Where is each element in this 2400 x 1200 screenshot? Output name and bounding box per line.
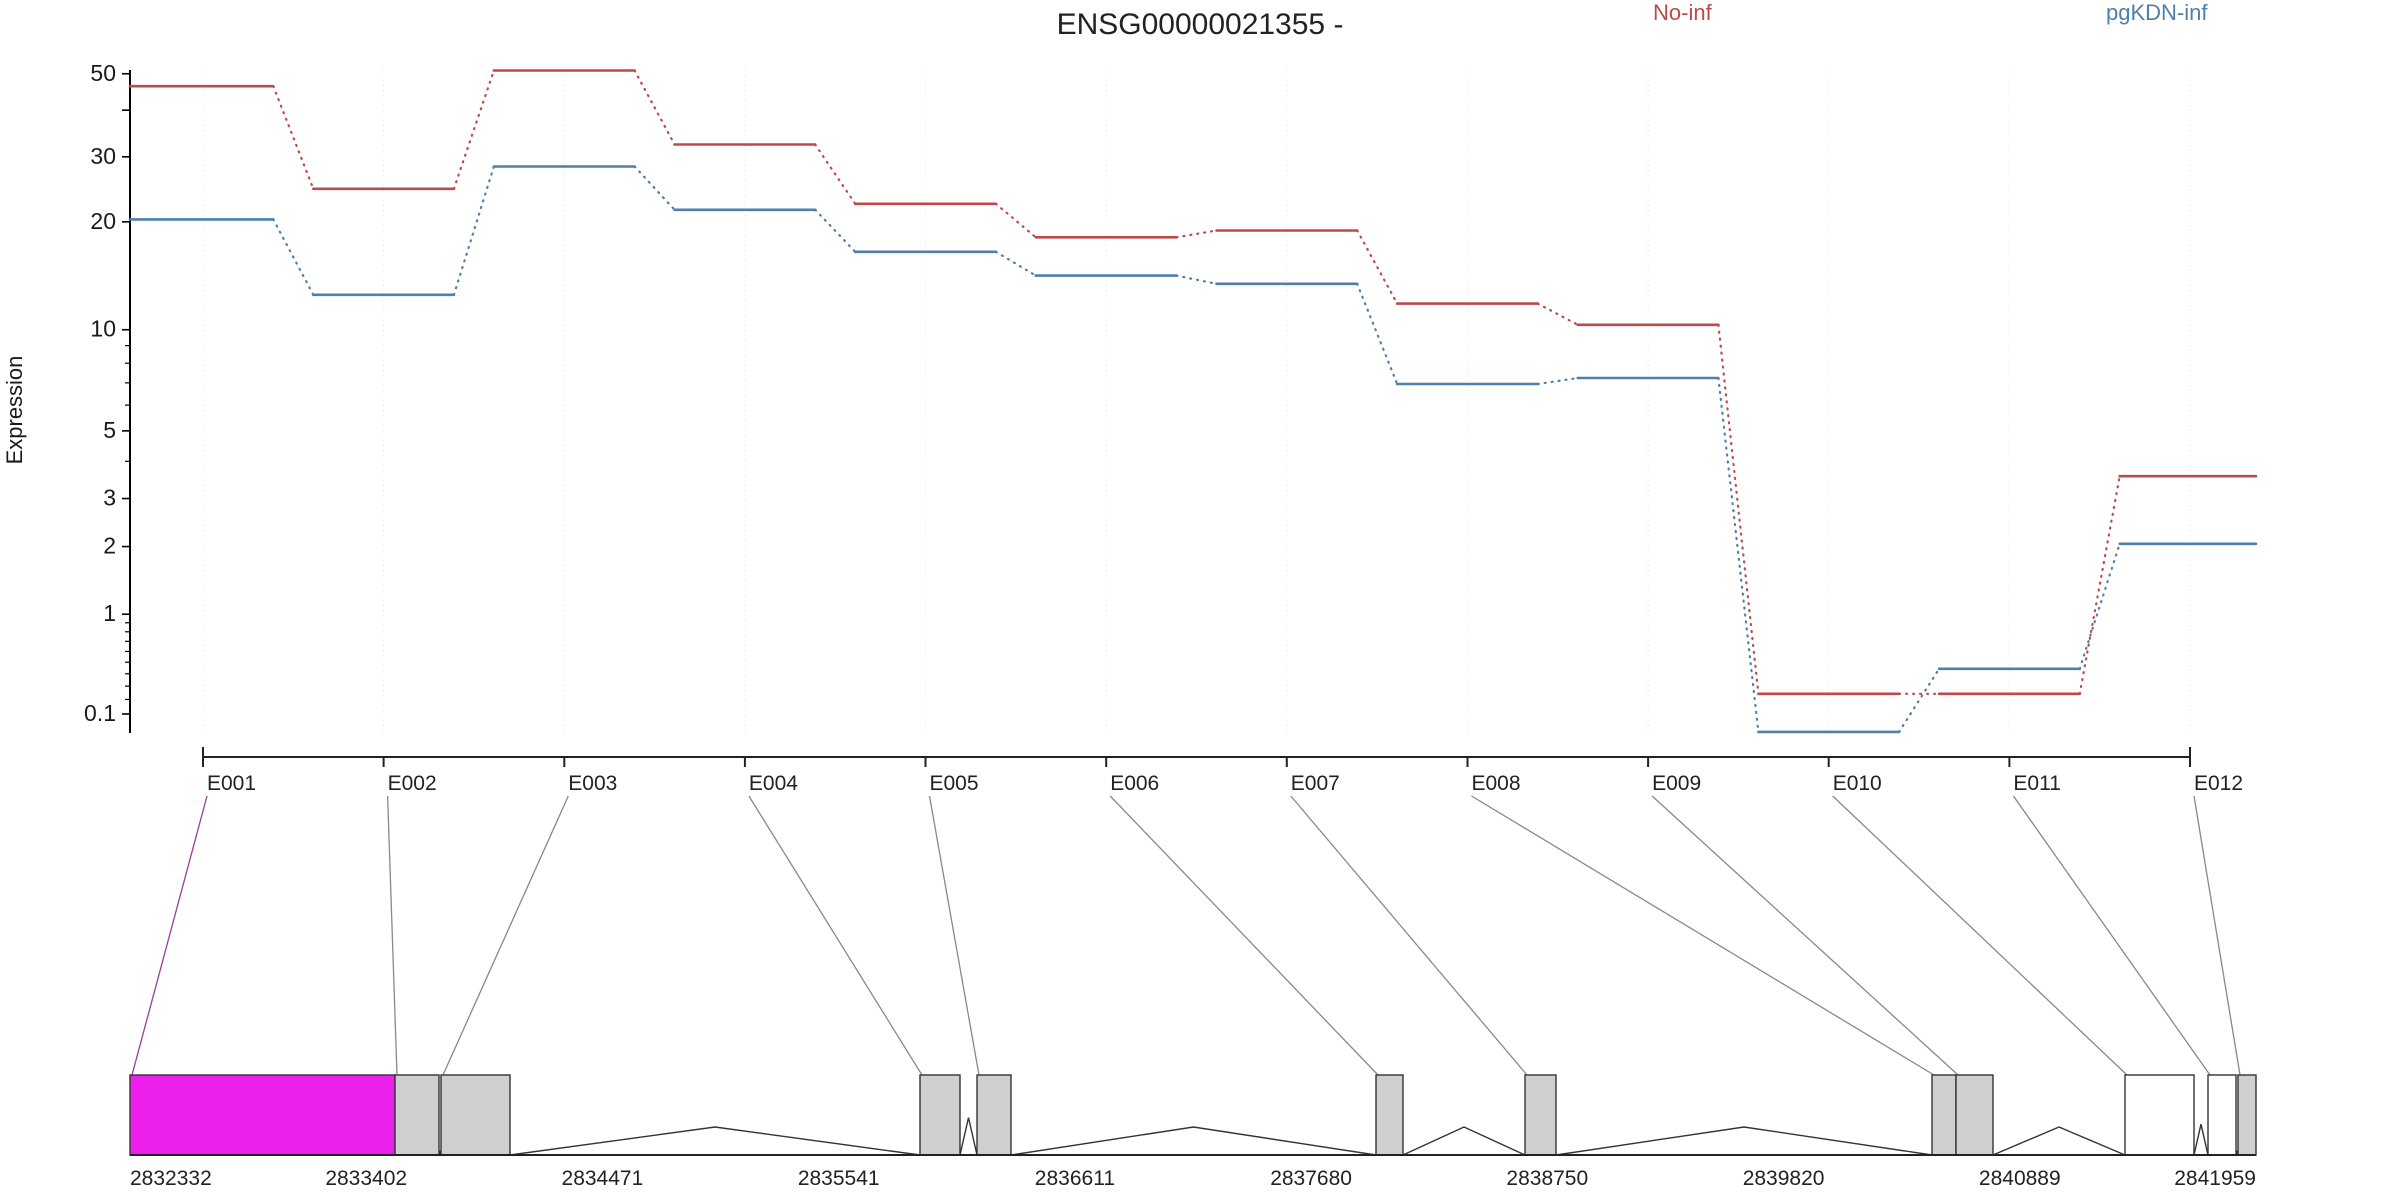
- svg-text:30: 30: [90, 143, 116, 169]
- svg-text:2833402: 2833402: [325, 1167, 407, 1190]
- svg-text:2840889: 2840889: [1979, 1167, 2061, 1190]
- svg-text:E002: E002: [388, 772, 437, 795]
- svg-text:E003: E003: [568, 772, 617, 795]
- svg-text:E008: E008: [1472, 772, 1521, 795]
- svg-text:No-inf: No-inf: [1653, 0, 1713, 25]
- svg-text:E005: E005: [930, 772, 979, 795]
- svg-text:E011: E011: [2013, 772, 2060, 795]
- svg-text:50: 50: [90, 60, 116, 86]
- svg-text:2839820: 2839820: [1743, 1167, 1825, 1190]
- svg-text:2: 2: [103, 533, 116, 559]
- svg-text:pgKDN-inf: pgKDN-inf: [2106, 0, 2208, 25]
- svg-text:E012: E012: [2194, 772, 2243, 795]
- svg-text:E001: E001: [207, 772, 256, 795]
- svg-text:2834471: 2834471: [562, 1167, 644, 1190]
- svg-text:0.1: 0.1: [84, 700, 116, 726]
- svg-text:20: 20: [90, 208, 116, 234]
- svg-text:E009: E009: [1652, 772, 1701, 795]
- svg-text:1: 1: [103, 600, 116, 626]
- svg-text:E004: E004: [749, 772, 798, 795]
- svg-text:3: 3: [103, 485, 116, 511]
- svg-text:5: 5: [103, 417, 116, 443]
- svg-text:E007: E007: [1291, 772, 1340, 795]
- svg-text:2841959: 2841959: [2174, 1167, 2256, 1190]
- svg-text:2837680: 2837680: [1270, 1167, 1352, 1190]
- svg-text:E006: E006: [1110, 772, 1159, 795]
- svg-text:2835541: 2835541: [798, 1167, 880, 1190]
- svg-text:10: 10: [90, 316, 116, 342]
- svg-text:2838750: 2838750: [1506, 1167, 1588, 1190]
- svg-text:Expression: Expression: [2, 356, 27, 465]
- svg-text:2836611: 2836611: [1035, 1167, 1115, 1190]
- svg-text:2832332: 2832332: [130, 1167, 212, 1190]
- svg-text:ENSG00000021355 -: ENSG00000021355 -: [1057, 8, 1344, 41]
- svg-text:E010: E010: [1833, 772, 1882, 795]
